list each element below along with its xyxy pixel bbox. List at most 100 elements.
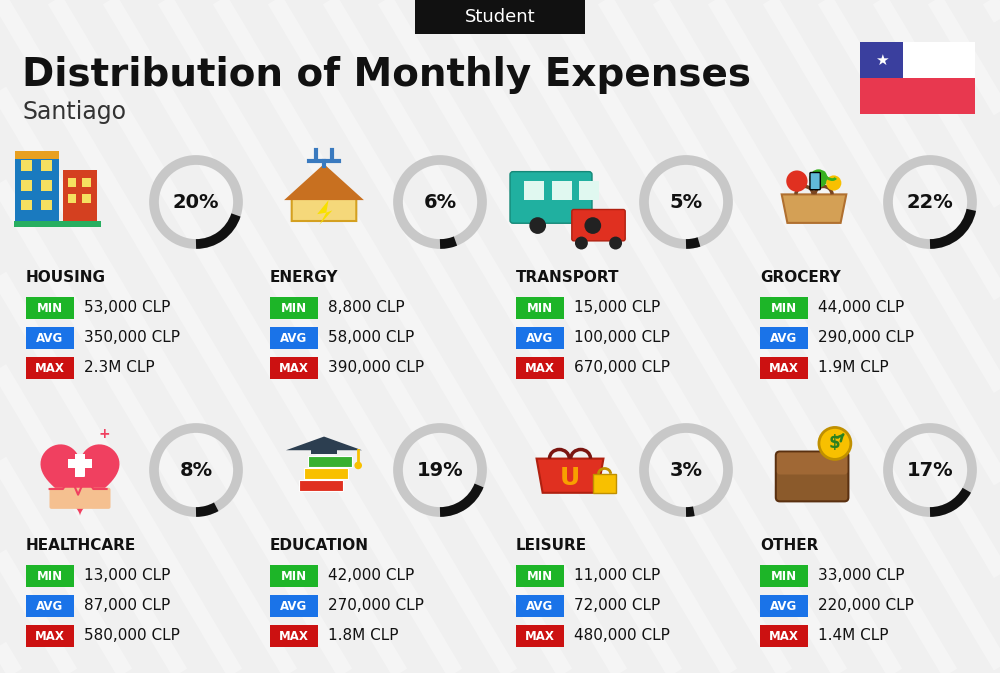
Text: 2.3M CLP: 2.3M CLP — [84, 361, 155, 376]
FancyBboxPatch shape — [68, 460, 92, 468]
Text: 6%: 6% — [423, 192, 457, 211]
Text: 5%: 5% — [669, 192, 703, 211]
FancyBboxPatch shape — [510, 172, 592, 223]
FancyBboxPatch shape — [68, 178, 76, 187]
Polygon shape — [317, 200, 332, 225]
Text: 42,000 CLP: 42,000 CLP — [328, 569, 414, 583]
Text: GROCERY: GROCERY — [760, 271, 841, 285]
Text: ENERGY: ENERGY — [270, 271, 338, 285]
Text: LEISURE: LEISURE — [516, 538, 587, 553]
Text: 17%: 17% — [907, 460, 953, 479]
Text: AVG: AVG — [770, 600, 798, 612]
Text: TRANSPORT: TRANSPORT — [516, 271, 620, 285]
FancyBboxPatch shape — [415, 0, 585, 34]
Text: Distribution of Monthly Expenses: Distribution of Monthly Expenses — [22, 56, 751, 94]
Text: 33,000 CLP: 33,000 CLP — [818, 569, 904, 583]
FancyBboxPatch shape — [41, 200, 52, 211]
Text: MAX: MAX — [35, 629, 65, 643]
FancyBboxPatch shape — [552, 181, 572, 200]
FancyBboxPatch shape — [777, 452, 847, 474]
FancyBboxPatch shape — [26, 357, 74, 379]
Text: AVG: AVG — [36, 332, 64, 345]
FancyBboxPatch shape — [82, 194, 91, 203]
Text: MIN: MIN — [37, 302, 63, 314]
FancyBboxPatch shape — [21, 200, 32, 211]
FancyBboxPatch shape — [15, 151, 59, 221]
Text: MAX: MAX — [279, 629, 309, 643]
FancyBboxPatch shape — [270, 327, 318, 349]
Text: MIN: MIN — [771, 302, 797, 314]
Text: 72,000 CLP: 72,000 CLP — [574, 598, 660, 614]
Text: AVG: AVG — [280, 332, 308, 345]
FancyBboxPatch shape — [524, 181, 544, 200]
Text: 8,800 CLP: 8,800 CLP — [328, 301, 405, 316]
FancyBboxPatch shape — [516, 297, 564, 319]
FancyBboxPatch shape — [311, 443, 337, 454]
Text: 390,000 CLP: 390,000 CLP — [328, 361, 424, 376]
Text: 670,000 CLP: 670,000 CLP — [574, 361, 670, 376]
Text: 15,000 CLP: 15,000 CLP — [574, 301, 660, 316]
Text: MIN: MIN — [527, 302, 553, 314]
Polygon shape — [292, 170, 356, 221]
Circle shape — [609, 237, 622, 250]
Text: 58,000 CLP: 58,000 CLP — [328, 330, 414, 345]
FancyBboxPatch shape — [860, 42, 903, 78]
Text: AVG: AVG — [526, 332, 554, 345]
Circle shape — [826, 176, 841, 190]
FancyBboxPatch shape — [776, 452, 848, 501]
FancyBboxPatch shape — [270, 595, 318, 617]
Text: 290,000 CLP: 290,000 CLP — [818, 330, 914, 345]
Text: ★: ★ — [875, 52, 888, 67]
Text: MAX: MAX — [525, 629, 555, 643]
Text: MAX: MAX — [769, 361, 799, 374]
FancyBboxPatch shape — [26, 297, 74, 319]
Text: 87,000 CLP: 87,000 CLP — [84, 598, 170, 614]
FancyBboxPatch shape — [760, 565, 808, 587]
Text: MAX: MAX — [35, 361, 65, 374]
Text: 13,000 CLP: 13,000 CLP — [84, 569, 170, 583]
FancyBboxPatch shape — [21, 160, 32, 171]
FancyBboxPatch shape — [308, 456, 352, 466]
FancyBboxPatch shape — [903, 42, 975, 78]
Text: MAX: MAX — [279, 361, 309, 374]
Text: $: $ — [829, 434, 841, 452]
Text: +: + — [99, 427, 111, 441]
FancyBboxPatch shape — [50, 488, 110, 509]
Text: 11,000 CLP: 11,000 CLP — [574, 569, 660, 583]
Text: 19%: 19% — [417, 460, 463, 479]
Text: 220,000 CLP: 220,000 CLP — [818, 598, 914, 614]
Text: MIN: MIN — [281, 569, 307, 583]
Text: 1.8M CLP: 1.8M CLP — [328, 629, 398, 643]
Circle shape — [819, 427, 851, 460]
FancyBboxPatch shape — [15, 151, 59, 159]
FancyBboxPatch shape — [82, 178, 91, 187]
Text: MAX: MAX — [525, 361, 555, 374]
Polygon shape — [537, 458, 603, 493]
Text: 1.4M CLP: 1.4M CLP — [818, 629, 889, 643]
Text: AVG: AVG — [770, 332, 798, 345]
Text: 3%: 3% — [670, 460, 702, 479]
FancyBboxPatch shape — [304, 468, 348, 479]
Text: MIN: MIN — [527, 569, 553, 583]
Text: 22%: 22% — [907, 192, 953, 211]
Text: 350,000 CLP: 350,000 CLP — [84, 330, 180, 345]
Polygon shape — [284, 164, 364, 200]
FancyBboxPatch shape — [26, 625, 74, 647]
Polygon shape — [40, 444, 120, 516]
FancyBboxPatch shape — [860, 78, 975, 114]
FancyBboxPatch shape — [41, 160, 52, 171]
Circle shape — [354, 462, 362, 469]
Text: AVG: AVG — [280, 600, 308, 612]
Text: MIN: MIN — [37, 569, 63, 583]
Text: Santiago: Santiago — [22, 100, 126, 124]
FancyBboxPatch shape — [26, 327, 74, 349]
FancyBboxPatch shape — [270, 297, 318, 319]
Text: 100,000 CLP: 100,000 CLP — [574, 330, 670, 345]
FancyBboxPatch shape — [516, 625, 564, 647]
FancyBboxPatch shape — [516, 327, 564, 349]
Polygon shape — [782, 194, 846, 223]
Polygon shape — [286, 437, 362, 450]
Text: 480,000 CLP: 480,000 CLP — [574, 629, 670, 643]
Text: 1.9M CLP: 1.9M CLP — [818, 361, 889, 376]
FancyBboxPatch shape — [270, 625, 318, 647]
